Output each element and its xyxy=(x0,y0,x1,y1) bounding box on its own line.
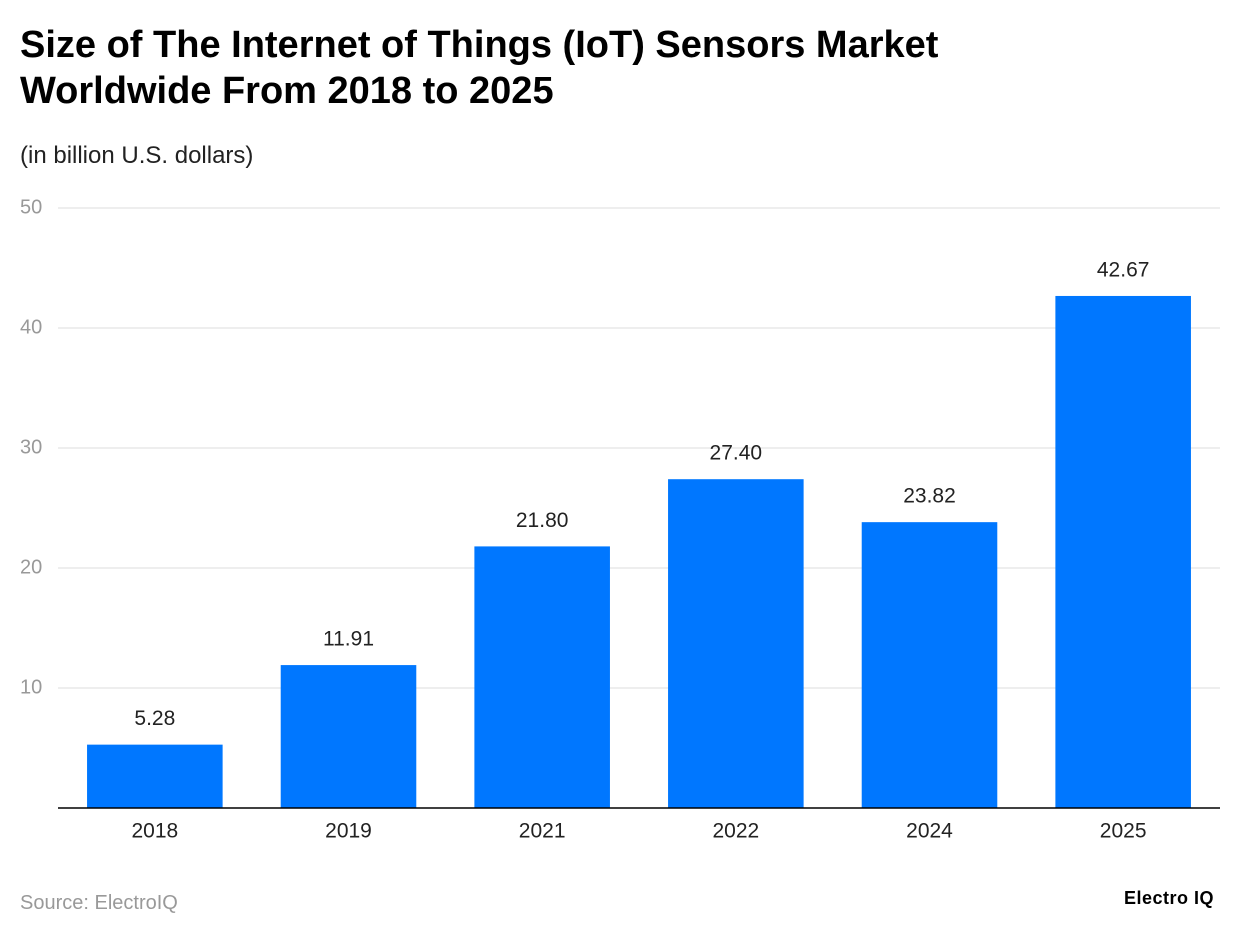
x-tick-label: 2022 xyxy=(712,820,759,843)
y-tick-label: 50 xyxy=(20,196,42,218)
x-tick-label: 2019 xyxy=(325,820,372,843)
brand-logo: Electro IQ xyxy=(1123,888,1214,908)
x-tick-label: 2025 xyxy=(1100,820,1147,843)
bar xyxy=(474,546,610,808)
bar xyxy=(668,479,804,808)
y-tick-label: 30 xyxy=(20,436,42,458)
source: Source: ElectroIQ xyxy=(20,892,178,914)
chart-title: Size of The Internet of Things (IoT) Sen… xyxy=(20,24,939,112)
y-tick-label: 40 xyxy=(20,316,42,338)
x-tick-label: 2021 xyxy=(519,820,566,843)
bar xyxy=(861,522,998,808)
y-tick-label: 20 xyxy=(20,556,42,578)
data-label: 21.80 xyxy=(516,509,569,532)
data-label: 42.67 xyxy=(1097,259,1150,282)
bar xyxy=(1055,295,1191,809)
data-label: 5.28 xyxy=(134,707,175,730)
data-label: 27.40 xyxy=(710,442,763,465)
data-label: 11.91 xyxy=(323,628,374,651)
x-tick-label: 2018 xyxy=(131,820,178,843)
bar xyxy=(87,744,223,808)
chart-subtitle: (in billion U.S. dollars) xyxy=(20,142,254,169)
x-tick-label: 2024 xyxy=(906,820,953,843)
y-tick-label: 10 xyxy=(20,676,42,698)
data-label: 23.82 xyxy=(903,485,956,508)
bar xyxy=(280,665,417,808)
